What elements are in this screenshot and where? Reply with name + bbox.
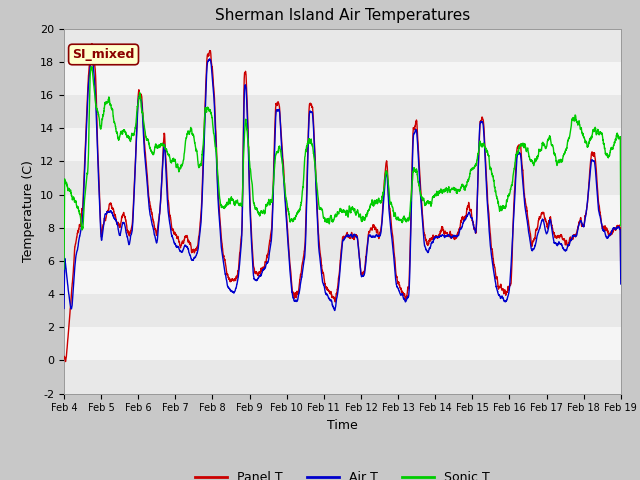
Bar — [64, 128, 621, 161]
Bar — [64, 62, 621, 95]
Title: Sherman Island Air Temperatures: Sherman Island Air Temperatures — [215, 9, 470, 24]
Bar — [64, 360, 621, 394]
Bar — [64, 194, 621, 228]
X-axis label: Time: Time — [327, 419, 358, 432]
Bar — [64, 327, 621, 360]
Bar — [64, 261, 621, 294]
Y-axis label: Temperature (C): Temperature (C) — [22, 160, 35, 262]
Bar — [64, 29, 621, 62]
Bar — [64, 161, 621, 194]
Legend: Panel T, Air T, Sonic T: Panel T, Air T, Sonic T — [191, 467, 494, 480]
Bar — [64, 95, 621, 128]
Text: SI_mixed: SI_mixed — [72, 48, 135, 61]
Bar — [64, 228, 621, 261]
Bar — [64, 294, 621, 327]
